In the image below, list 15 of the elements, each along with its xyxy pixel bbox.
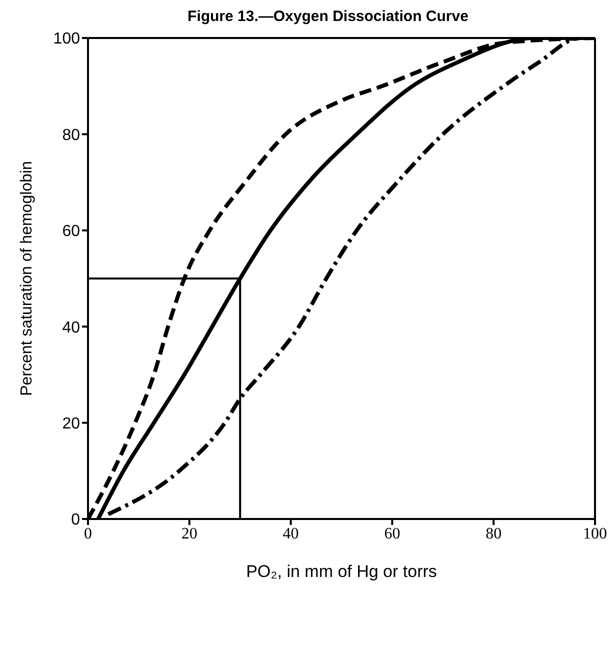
y-axis-title: Percent saturation of hemoglobin xyxy=(18,161,36,396)
x-axis-title: PO₂, in mm of Hg or torrs xyxy=(246,562,437,581)
x-tick-label: 40 xyxy=(282,525,299,542)
x-tick-label: 60 xyxy=(384,525,400,542)
y-tick-label: 80 xyxy=(62,126,80,144)
x-tick-label: 0 xyxy=(84,525,92,542)
x-tick-label: 20 xyxy=(181,525,198,542)
y-tick-label: 60 xyxy=(62,223,80,240)
y-tick-label: 40 xyxy=(62,319,80,336)
y-tick-label: 0 xyxy=(71,512,80,529)
x-tick-label: 80 xyxy=(486,525,502,542)
y-tick-label: 100 xyxy=(53,30,80,48)
chart-title: Figure 13.—Oxygen Dissociation Curve xyxy=(186,8,470,25)
y-tick-label: 20 xyxy=(62,415,80,432)
x-tick-label: 100 xyxy=(583,525,607,542)
